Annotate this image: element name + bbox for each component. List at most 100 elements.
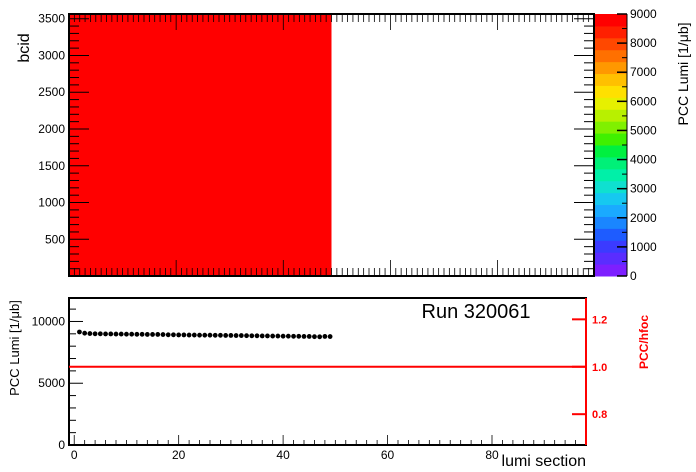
scatter-point [228,333,234,338]
scatter-xtick-label: 0 [71,448,78,462]
scatter-point [160,332,166,337]
scatter-point [165,332,171,338]
scatter-xtick-label: 60 [381,448,395,462]
colorbar-tick-label: 7000 [630,65,657,79]
scatter-point [306,334,312,339]
colorbar-band [595,252,627,265]
scatter-point [270,333,276,339]
colorbar-band [595,156,627,170]
scatter-ytick-label: 10000 [32,314,66,328]
colorbar-band [595,216,627,229]
scatter-point [301,334,307,339]
scatter-point [150,332,155,337]
colorbar-tick-label: 9000 [630,7,657,21]
colorbar-band [595,25,627,39]
colorbar-band [595,61,627,75]
heatmap-ytick-label: 3000 [38,48,65,62]
colorbar-tick-label: 5000 [630,123,657,137]
scatter-point [291,333,296,339]
scatter-point [108,331,114,337]
colorbar-tick-label: 8000 [630,36,657,50]
colorbar-band [595,168,627,182]
colorbar-tick-label: 6000 [630,94,657,108]
colorbar-tick-label: 1000 [630,240,657,254]
scatter-point [296,333,302,339]
scatter-point [238,333,244,338]
heatmap-ytick-label: 3500 [38,12,65,26]
colorbar-band [595,133,627,146]
colorbar-band [595,49,627,63]
scatter-point [197,332,202,338]
scatter-point [87,331,93,336]
colorbar-band [595,97,627,110]
scatter-point [139,331,145,337]
scatter-point [144,332,150,337]
colorbar-band [595,192,627,206]
scatter-ytick-label: 5000 [38,376,65,390]
scatter-point [265,333,270,339]
scatter-point [259,333,265,339]
scatter-point [171,332,176,338]
colorbar: 0 1000 2000 3000 4000 5000 6000 7000 8000 9000 PCC… [595,7,691,283]
scatter-point [129,331,135,337]
colorbar-tick-label: 2000 [630,211,657,225]
colorbar-tick-label: 4000 [630,153,657,167]
scatter-point [202,332,208,338]
heatmap-ytick-label: 500 [45,232,65,246]
scatter-point [275,333,281,339]
scatter-point [322,334,328,339]
colorbar-band [595,121,627,134]
heatmap-filled-region [69,14,332,276]
colorbar-band [595,228,627,241]
scatter-point [312,334,317,340]
scatter-point [218,332,223,338]
scatter-y2-tick-label: 1.2 [592,314,607,326]
scatter-point [212,332,218,338]
scatter-point [82,330,88,336]
scatter-xtick-label: 80 [485,448,499,462]
scatter-point [134,331,140,337]
scatter-point [103,331,108,337]
scatter-point [186,332,192,338]
scatter-point [118,331,124,337]
scatter-point [181,332,187,338]
scatter-point [207,332,213,338]
scatter-point [223,333,229,338]
scatter-xtick-label: 40 [276,448,290,462]
scatter-point [176,332,182,338]
heatmap-ytick-label: 1500 [38,159,65,173]
colorbar-tick-label: 0 [630,269,637,283]
scatter-point [97,331,103,337]
heatmap-ylabel: bcid [16,33,33,62]
heatmap-panel: 500 1000 1500 2000 2500 3000 3500 bcid [16,12,595,277]
scatter-xlabel: lumi section [502,453,586,470]
colorbar-band [595,180,627,194]
scatter-point [92,331,98,337]
colorbar-band [595,240,627,253]
scatter-panel: 0 5000 10000 0 20 40 60 80 0.8 1.0 1.2 PCC/hfoc Run … [7,297,651,470]
scatter-point [191,332,197,338]
scatter-point [124,331,129,337]
colorbar-band [595,204,627,217]
colorbar-band [595,109,627,122]
scatter-point [317,334,323,340]
scatter-y2-tick-label: 0.8 [592,409,607,421]
colorbar-label: PCC Lumi [1/μb] [675,23,691,126]
scatter-ylabel: PCC Lumi [1/μb] [7,300,22,396]
colorbar-band [595,37,627,51]
heatmap-ytick-label: 1000 [38,196,65,210]
colorbar-band [595,14,627,27]
scatter-point [244,333,249,339]
scatter-point [77,329,82,335]
colorbar-band [595,85,627,98]
scatter-point [155,332,161,337]
scatter-point [233,333,239,338]
colorbar-band [595,145,627,158]
scatter-point [327,334,333,339]
colorbar-band [595,264,627,277]
scatter-point [285,333,291,339]
scatter-ytick-label: 0 [58,438,65,452]
heatmap-ytick-label: 2500 [38,85,65,99]
colorbar-band [595,73,627,86]
